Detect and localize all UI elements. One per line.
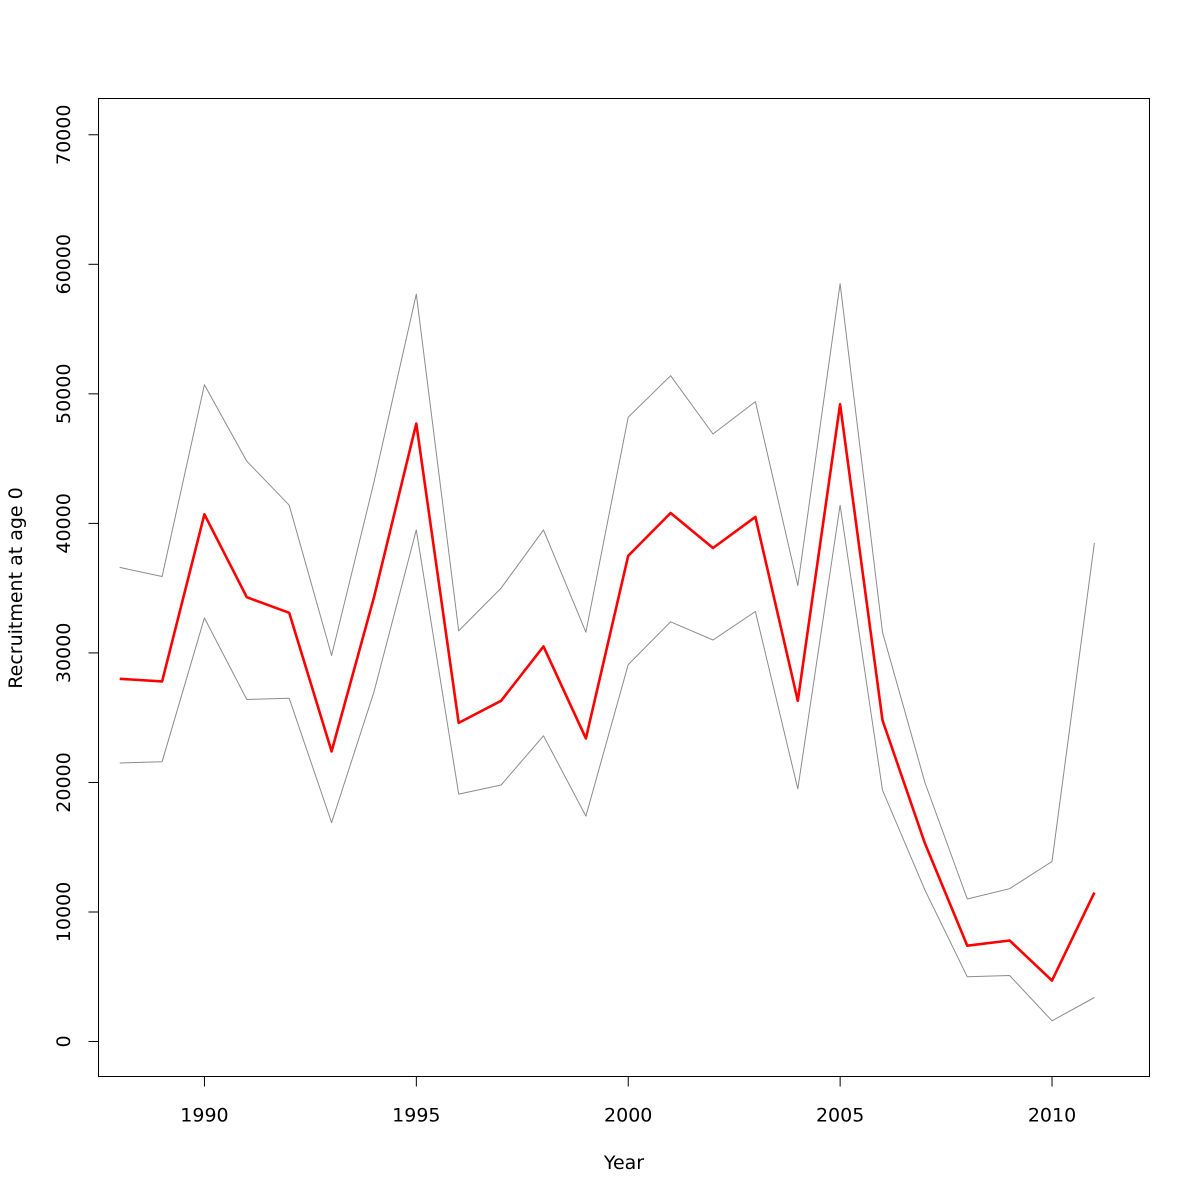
y-tick-label: 70000 — [53, 105, 75, 165]
y-tick-label: 10000 — [53, 882, 75, 942]
y-tick-label: 40000 — [53, 493, 75, 553]
y-axis: 0 10000 20000 30000 40000 50000 60000 70000 — [53, 105, 99, 1048]
x-tick-label: 1990 — [180, 1105, 228, 1127]
plot-frame — [98, 98, 1150, 1077]
x-axis: 1990 1995 2000 2005 2010 — [180, 1076, 1076, 1127]
series-line-upper-bound — [119, 283, 1095, 900]
y-tick-label: 60000 — [53, 234, 75, 294]
y-tick-label: 20000 — [53, 752, 75, 812]
y-tick-label: 30000 — [53, 623, 75, 683]
series-line-lower-bound — [119, 504, 1095, 1022]
x-tick-label: 2010 — [1028, 1105, 1076, 1127]
x-tick-label: 1995 — [392, 1105, 440, 1127]
x-tick-label: 2005 — [816, 1105, 864, 1127]
x-tick-label: 2000 — [604, 1105, 652, 1127]
y-tick-label: 50000 — [53, 364, 75, 424]
series-layer — [119, 283, 1096, 1022]
y-tick-label: 0 — [53, 1035, 75, 1047]
series-line-estimate — [119, 402, 1096, 982]
x-axis-title: Year — [603, 1152, 644, 1174]
y-axis-title: Recruitment at age 0 — [5, 487, 27, 688]
